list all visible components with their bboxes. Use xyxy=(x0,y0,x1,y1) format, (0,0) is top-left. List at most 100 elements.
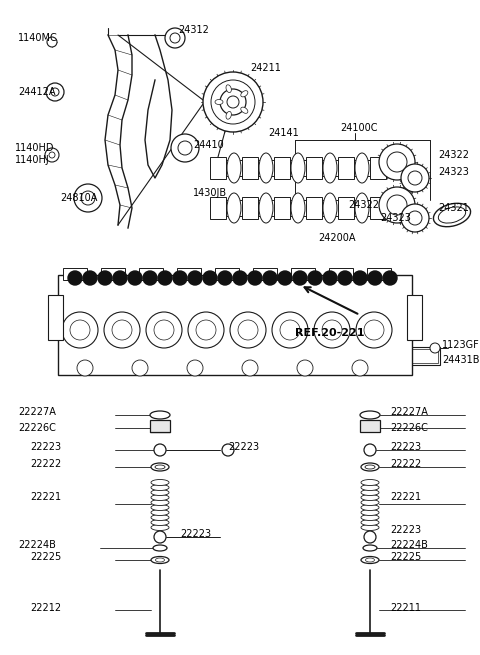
Circle shape xyxy=(62,312,98,348)
Ellipse shape xyxy=(361,485,379,491)
Circle shape xyxy=(297,360,313,376)
Circle shape xyxy=(173,271,187,285)
Ellipse shape xyxy=(226,111,231,119)
Ellipse shape xyxy=(355,153,369,183)
Ellipse shape xyxy=(151,519,169,525)
Text: 24410: 24410 xyxy=(193,140,224,150)
Text: 22221: 22221 xyxy=(30,492,61,502)
Circle shape xyxy=(338,271,352,285)
Ellipse shape xyxy=(361,463,379,471)
Ellipse shape xyxy=(433,203,470,227)
Ellipse shape xyxy=(438,207,466,223)
Circle shape xyxy=(188,271,202,285)
Circle shape xyxy=(143,271,157,285)
Bar xyxy=(253,268,277,280)
Circle shape xyxy=(178,141,192,155)
Circle shape xyxy=(222,444,234,456)
Ellipse shape xyxy=(259,153,273,183)
Ellipse shape xyxy=(151,485,169,491)
Ellipse shape xyxy=(241,90,248,97)
Ellipse shape xyxy=(226,84,231,92)
Text: 24322: 24322 xyxy=(348,200,379,210)
Bar xyxy=(329,268,353,280)
Text: 22224B: 22224B xyxy=(18,540,56,550)
Circle shape xyxy=(218,271,232,285)
Text: 24412A: 24412A xyxy=(18,87,56,97)
Ellipse shape xyxy=(156,558,165,562)
Ellipse shape xyxy=(227,193,241,223)
Circle shape xyxy=(272,312,308,348)
Text: 24322: 24322 xyxy=(438,150,469,160)
Circle shape xyxy=(196,320,216,340)
Circle shape xyxy=(203,271,217,285)
Ellipse shape xyxy=(361,557,379,563)
Circle shape xyxy=(154,531,166,543)
Ellipse shape xyxy=(361,519,379,525)
Text: 24211: 24211 xyxy=(250,63,281,73)
Bar xyxy=(370,157,386,179)
Text: 22222: 22222 xyxy=(30,459,61,469)
Text: REF.20-221: REF.20-221 xyxy=(295,328,364,338)
Text: 22223: 22223 xyxy=(390,525,421,535)
Circle shape xyxy=(242,360,258,376)
Text: 24100C: 24100C xyxy=(340,123,377,133)
Circle shape xyxy=(387,195,407,215)
Ellipse shape xyxy=(355,193,369,223)
Circle shape xyxy=(170,33,180,43)
Circle shape xyxy=(408,171,422,185)
Circle shape xyxy=(128,271,142,285)
Circle shape xyxy=(248,271,262,285)
Ellipse shape xyxy=(151,500,169,506)
Circle shape xyxy=(171,134,199,162)
Bar xyxy=(274,197,290,219)
Text: 24323: 24323 xyxy=(380,213,411,223)
Ellipse shape xyxy=(150,411,170,419)
Circle shape xyxy=(74,184,102,212)
Text: 22212: 22212 xyxy=(30,603,61,613)
Text: 22227A: 22227A xyxy=(18,407,56,417)
Bar xyxy=(306,157,322,179)
Ellipse shape xyxy=(151,463,169,471)
Ellipse shape xyxy=(361,525,379,531)
Text: 22223: 22223 xyxy=(180,529,211,539)
Text: 22221: 22221 xyxy=(390,492,421,502)
Circle shape xyxy=(45,148,59,162)
Text: 22223: 22223 xyxy=(30,442,61,452)
Ellipse shape xyxy=(151,557,169,563)
Circle shape xyxy=(353,271,367,285)
Circle shape xyxy=(113,271,127,285)
Circle shape xyxy=(154,320,174,340)
Ellipse shape xyxy=(365,465,375,469)
Circle shape xyxy=(430,343,440,353)
Circle shape xyxy=(364,531,376,543)
Circle shape xyxy=(104,312,140,348)
Circle shape xyxy=(323,271,337,285)
Bar xyxy=(338,157,354,179)
Text: 22225: 22225 xyxy=(30,552,61,562)
Bar xyxy=(177,268,201,280)
Bar xyxy=(101,268,125,280)
Circle shape xyxy=(314,312,350,348)
Circle shape xyxy=(81,191,95,205)
Bar xyxy=(407,295,422,340)
Ellipse shape xyxy=(151,510,169,515)
Bar xyxy=(63,268,87,280)
Bar xyxy=(48,295,63,340)
Text: 24431B: 24431B xyxy=(442,355,480,365)
Circle shape xyxy=(70,320,90,340)
Bar xyxy=(395,347,440,365)
Circle shape xyxy=(379,144,415,180)
Bar xyxy=(360,420,380,432)
Circle shape xyxy=(47,37,57,47)
Circle shape xyxy=(278,271,292,285)
Bar xyxy=(367,268,391,280)
Text: 22227A: 22227A xyxy=(390,407,428,417)
Bar xyxy=(370,197,386,219)
Ellipse shape xyxy=(155,465,165,469)
Circle shape xyxy=(280,320,300,340)
Bar xyxy=(242,157,258,179)
Text: 22225: 22225 xyxy=(390,552,421,562)
Circle shape xyxy=(387,152,407,172)
Text: 22222: 22222 xyxy=(390,459,421,469)
Bar xyxy=(210,197,226,219)
